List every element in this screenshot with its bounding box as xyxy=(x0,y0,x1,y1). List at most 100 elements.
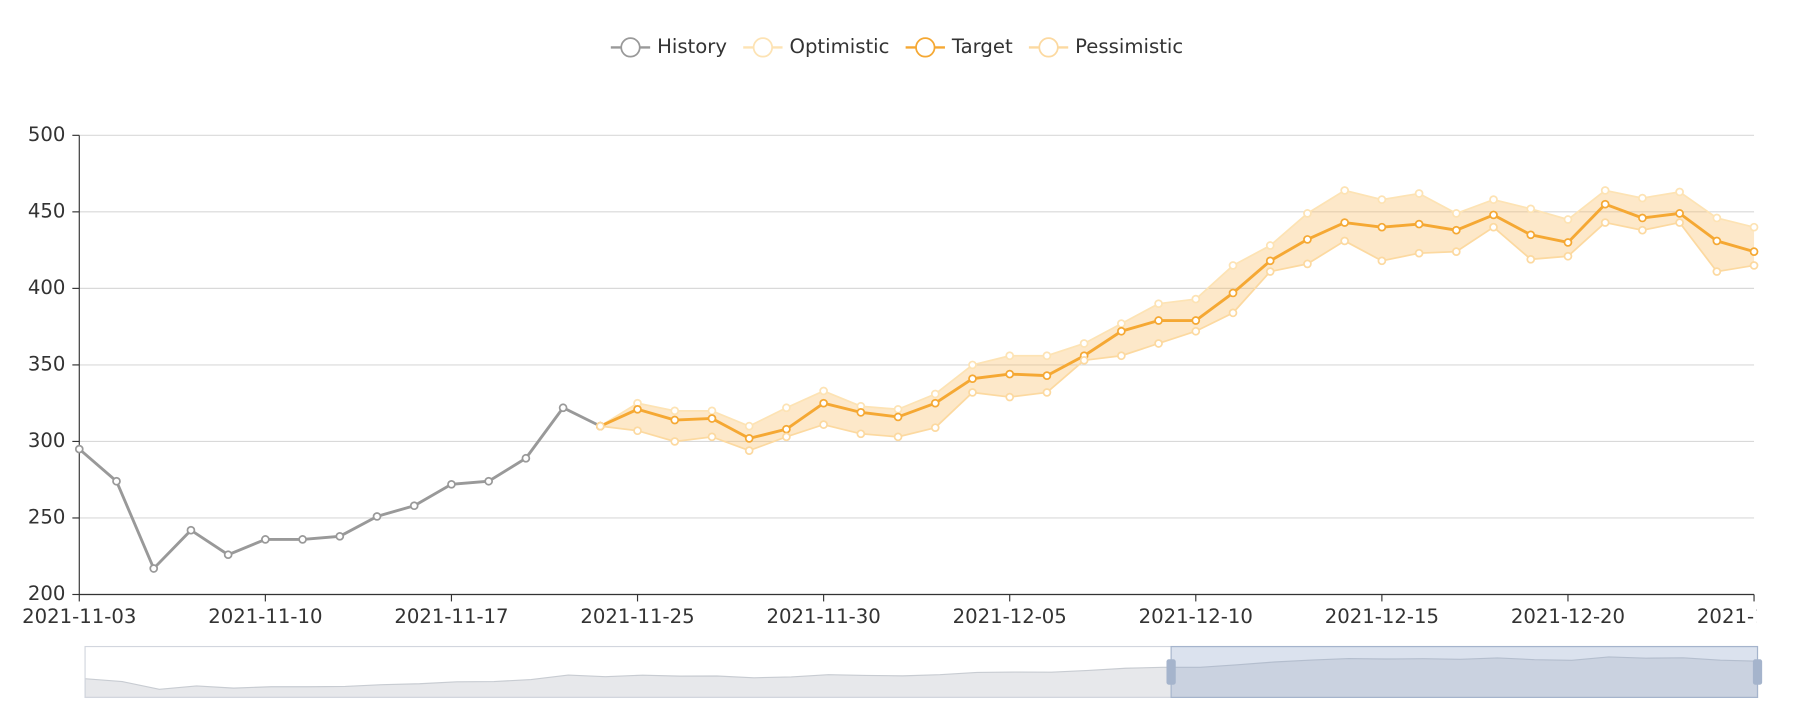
data-point xyxy=(1154,316,1163,325)
data-point xyxy=(819,386,828,396)
legend-symbol xyxy=(915,37,936,58)
legend-item[interactable]: Target xyxy=(905,35,1013,58)
data-point xyxy=(633,404,642,414)
data-point xyxy=(74,444,84,454)
data-point xyxy=(930,398,940,408)
data-point xyxy=(707,414,717,423)
x-tick-label: 2021-12-20 xyxy=(1511,605,1625,628)
data-point xyxy=(298,535,307,544)
data-point xyxy=(1526,230,1536,240)
data-point xyxy=(1414,189,1424,198)
legend-symbol xyxy=(752,37,774,58)
data-point xyxy=(1489,210,1498,220)
data-point xyxy=(1117,319,1126,328)
data-point xyxy=(112,476,121,486)
data-zoom[interactable] xyxy=(84,645,1763,699)
data-point xyxy=(1749,222,1759,232)
data-point xyxy=(1265,256,1275,266)
data-point xyxy=(1117,351,1126,361)
data-point xyxy=(1005,351,1015,361)
series-line xyxy=(600,221,1755,452)
data-point xyxy=(856,429,866,439)
data-point xyxy=(1191,316,1201,325)
data-point xyxy=(558,403,568,413)
legend-label: Optimistic xyxy=(789,35,889,58)
x-axis-labels: 2021-11-03 2021-11-10 2021-11-17 2021-11-25… xyxy=(22,605,1756,628)
data-point xyxy=(1749,261,1759,270)
data-point xyxy=(1191,326,1201,336)
data-point xyxy=(670,406,680,416)
data-point xyxy=(261,535,270,544)
data-point xyxy=(782,424,791,434)
data-point xyxy=(1154,339,1163,348)
data-point xyxy=(1675,187,1684,197)
data-point xyxy=(1712,213,1722,223)
legend-label: Pessimistic xyxy=(1075,35,1183,58)
data-point xyxy=(1675,209,1684,218)
data-point xyxy=(1749,247,1759,256)
legend-label: History xyxy=(657,35,727,58)
zoom-window[interactable] xyxy=(1170,645,1759,699)
data-point xyxy=(447,479,456,489)
zoom-preview xyxy=(84,656,1759,699)
data-point xyxy=(968,374,977,384)
data-point xyxy=(1600,218,1610,227)
data-point xyxy=(521,453,531,463)
data-point xyxy=(1228,308,1238,318)
data-point xyxy=(1526,254,1536,264)
y-tick-label: 300 xyxy=(28,429,66,452)
series-line xyxy=(78,405,601,572)
zoom-handle[interactable] xyxy=(1752,659,1763,685)
data-point xyxy=(1451,247,1461,256)
data-point xyxy=(1228,288,1238,298)
data-point xyxy=(1638,225,1647,235)
data-point xyxy=(707,432,717,442)
legend-symbol xyxy=(620,37,641,58)
data-point xyxy=(1303,209,1312,218)
data-point xyxy=(1079,355,1089,365)
data-point xyxy=(1303,259,1312,269)
y-tick-label: 450 xyxy=(28,199,66,222)
series-line xyxy=(599,189,1755,428)
data-point xyxy=(1042,351,1052,361)
legend-label: Target xyxy=(951,35,1013,58)
data-point xyxy=(744,446,754,455)
data-point xyxy=(1005,392,1015,402)
y-tick-label: 200 xyxy=(28,582,66,605)
data-point xyxy=(670,415,680,425)
x-tick-label: 2021-12-10 xyxy=(1139,605,1253,628)
data-point xyxy=(1340,218,1349,227)
y-tick-label: 250 xyxy=(28,505,66,528)
data-point xyxy=(1451,209,1461,218)
data-point xyxy=(968,360,977,370)
data-point xyxy=(1042,371,1052,380)
data-point xyxy=(1265,267,1275,276)
x-tick-label: 2021-11-30 xyxy=(767,605,881,628)
data-point xyxy=(1563,238,1573,247)
data-point xyxy=(893,404,903,414)
legend-item[interactable]: Pessimistic xyxy=(1028,35,1183,58)
data-point xyxy=(1265,241,1275,250)
legend-item[interactable]: Optimistic xyxy=(743,35,889,58)
data-point xyxy=(893,432,903,442)
data-point xyxy=(819,398,828,408)
data-point xyxy=(633,426,642,436)
data-point xyxy=(149,564,159,573)
data-point xyxy=(1377,195,1387,204)
data-point xyxy=(930,389,940,399)
data-point xyxy=(1563,251,1573,261)
data-point xyxy=(186,525,196,535)
legend-item[interactable]: History xyxy=(610,35,728,58)
zoom-handle[interactable] xyxy=(1166,659,1176,685)
data-point xyxy=(782,403,791,413)
y-tick-label: 350 xyxy=(28,352,66,375)
data-point xyxy=(1340,236,1349,246)
legend: History Optimistic Target Pessimistic xyxy=(610,35,1183,58)
data-point xyxy=(670,437,680,446)
data-point xyxy=(1228,261,1238,270)
data-point xyxy=(1638,213,1647,223)
data-point xyxy=(409,501,419,511)
series-line xyxy=(599,202,1755,440)
data-point xyxy=(707,406,717,416)
data-point xyxy=(223,550,233,560)
